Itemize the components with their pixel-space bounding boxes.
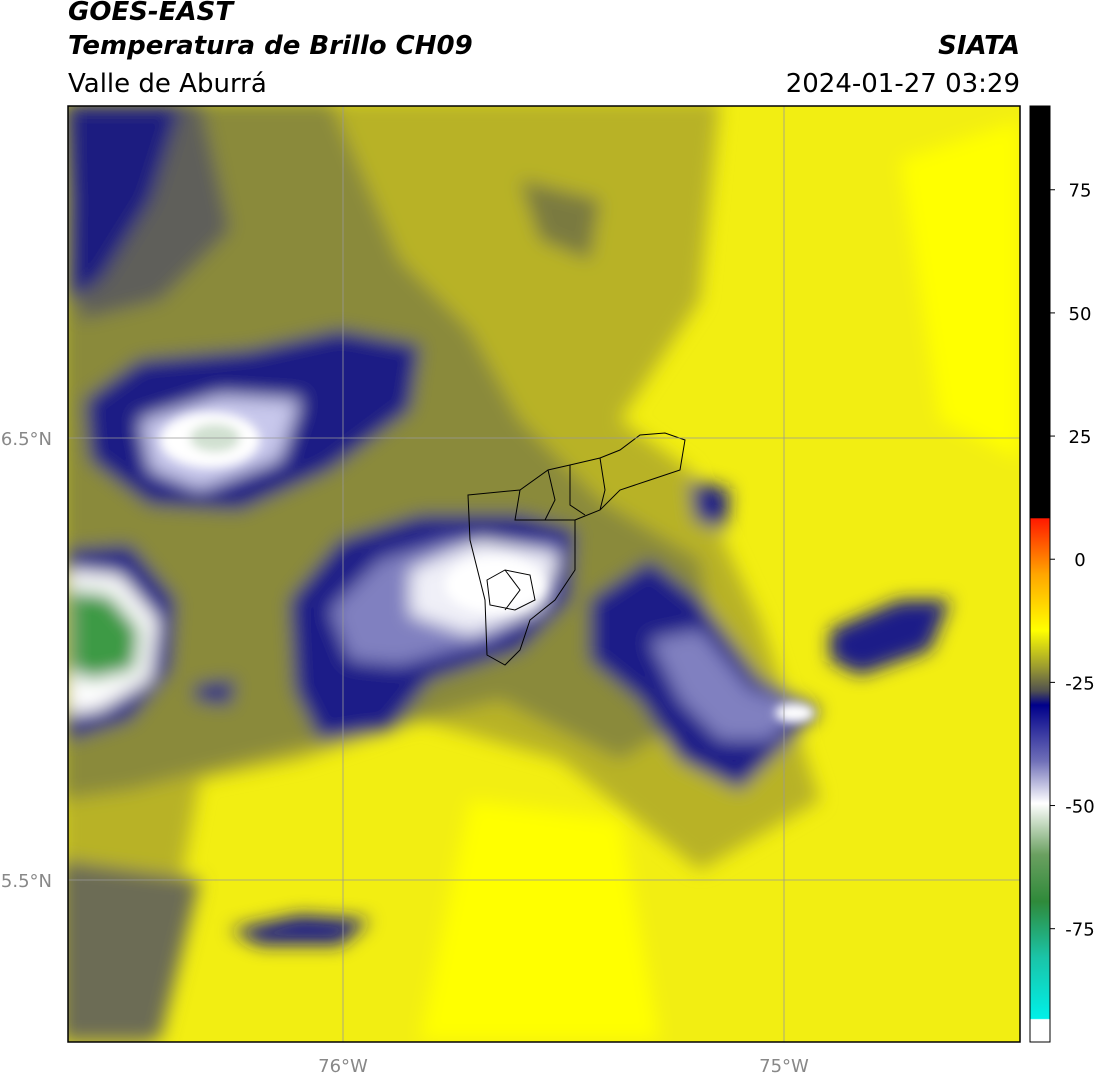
colorbar-tick-label: 50 [1069,304,1092,325]
region: Valle de Aburrá [68,69,267,99]
colorbar-tick-label: 75 [1069,181,1092,202]
subtitle: Temperatura de Brillo CH09 [68,31,473,61]
graticule [68,106,1020,1042]
temperature-field [68,106,1020,1042]
municipality-boundaries [467,432,686,666]
colorbar-tick-label: -25 [1065,673,1094,694]
lat-label: 6.5°N [1,429,52,450]
lat-label: 5.5°N [1,871,52,892]
colorbar-ticks: 75 50 25 0 -25 -50 -75 [1050,181,1094,941]
title: GOES-EAST [68,0,235,27]
map-frame [67,105,1021,1043]
colorbar-tick-label: 25 [1069,427,1092,448]
source: SIATA [938,31,1020,61]
colorbar-tick-label: -50 [1065,797,1094,818]
lon-label: 76°W [318,1056,368,1077]
lon-label: 75°W [759,1056,809,1077]
colorbar-tick-label: -75 [1065,920,1094,941]
colorbar [1029,105,1051,1043]
datetime: 2024-01-27 03:29 [786,69,1020,99]
map [68,106,1020,1042]
colorbar-tick-label: 0 [1074,550,1085,571]
